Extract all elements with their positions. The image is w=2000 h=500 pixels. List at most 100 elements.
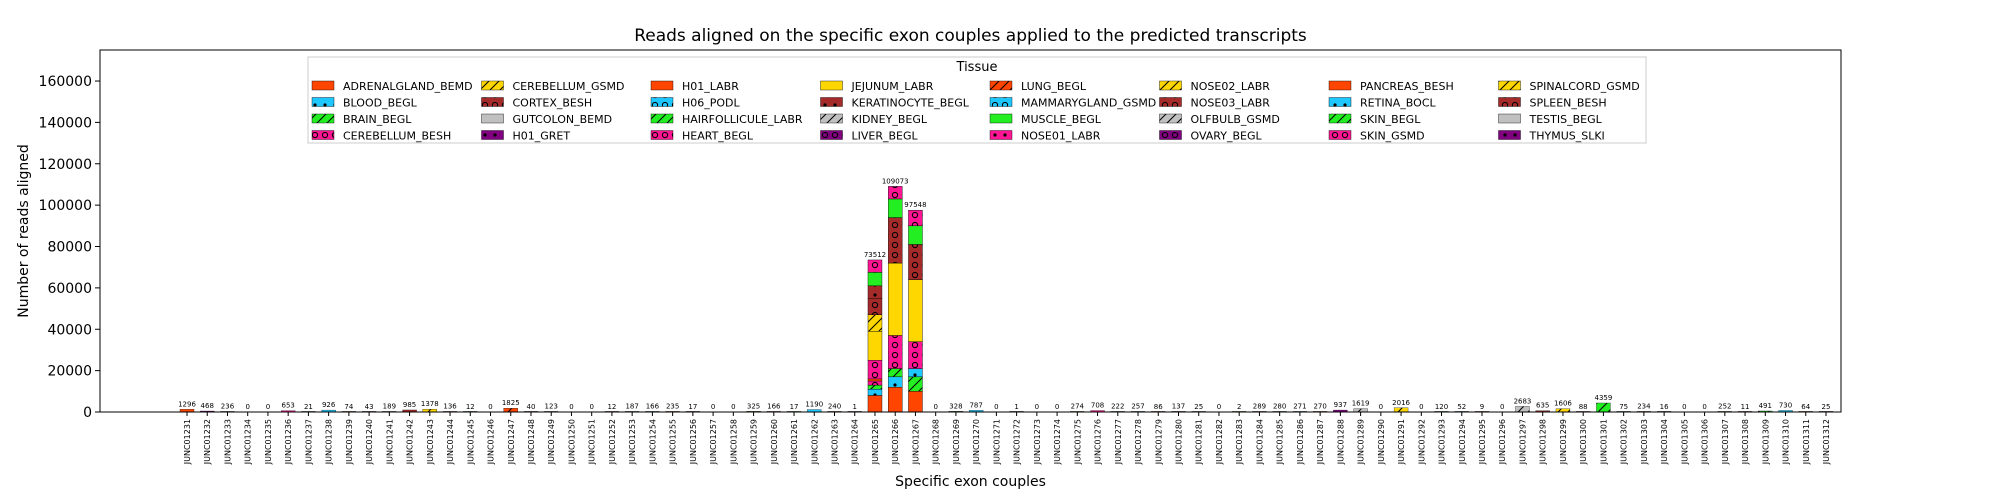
x-tick-label: JUNC01255 <box>669 419 678 465</box>
x-tick-label: JUNC01237 <box>304 419 313 465</box>
x-tick-label: JUNC01240 <box>365 419 374 465</box>
bar-total-label: 787 <box>969 401 982 409</box>
bar-total-label: 236 <box>221 403 235 411</box>
x-axis: JUNC01231 JUNC01232 JUNC01233 JUNC01234 JUNC… <box>183 412 1831 465</box>
legend-swatch <box>1328 97 1352 107</box>
legend-swatch <box>650 80 674 91</box>
x-tick-label: JUNC01232 <box>203 419 212 465</box>
x-tick-label: JUNC01277 <box>1114 419 1123 465</box>
x-tick-label: JUNC01246 <box>487 419 496 465</box>
x-tick-label: JUNC01305 <box>1680 419 1689 465</box>
legend-entry-label: PANCREAS_BESH <box>1360 80 1454 93</box>
bar-total-label: 166 <box>767 403 781 411</box>
x-tick-label: JUNC01298 <box>1539 419 1548 465</box>
x-tick-label: JUNC01278 <box>1134 419 1143 465</box>
legend-swatch <box>1159 97 1182 107</box>
bar-segment <box>888 186 903 200</box>
x-tick-label: JUNC01303 <box>1640 419 1649 465</box>
x-tick-label: JUNC01283 <box>1235 419 1244 465</box>
bar-total-label: 136 <box>443 403 457 411</box>
bar-segment <box>867 314 883 332</box>
y-tick-label: 140000 <box>39 115 92 131</box>
bar-total-label: 926 <box>322 401 336 409</box>
bar-total-label: 2016 <box>1392 399 1410 407</box>
bar-total-label: 274 <box>1071 402 1085 410</box>
bar-total-label: 730 <box>1779 401 1792 409</box>
bar-total-label: 0 <box>1055 403 1059 411</box>
x-tick-label: JUNC01236 <box>284 419 293 465</box>
bar-segment <box>867 395 883 413</box>
legend-swatch <box>1328 80 1352 91</box>
legend-entry-label: OLFBULB_GSMD <box>1191 113 1280 126</box>
bar-total-label: 0 <box>1217 403 1221 411</box>
bar <box>1596 402 1611 413</box>
x-tick-label: JUNC01242 <box>406 419 415 465</box>
legend-entry-label: HEART_BEGL <box>682 130 754 143</box>
x-tick-label: JUNC01259 <box>750 419 759 465</box>
bar-segment <box>888 368 903 378</box>
bar-total-label: 491 <box>1759 402 1772 410</box>
legend-swatch <box>1159 130 1182 140</box>
legend-box <box>307 56 1647 144</box>
bar-total-label: 73512 <box>864 251 886 259</box>
legend-swatch <box>311 97 335 107</box>
legend-entry-label: NOSE03_LABR <box>1191 97 1271 110</box>
bar-total-label: 74 <box>344 403 353 411</box>
x-tick-label: JUNC01275 <box>1073 419 1082 465</box>
legend-swatch <box>989 97 1013 107</box>
x-tick-label: JUNC01266 <box>891 419 900 465</box>
x-tick-label: JUNC01295 <box>1478 419 1487 465</box>
legend-entry-label: SPINALCORD_GSMD <box>1530 80 1640 93</box>
bar-total-label: 289 <box>1253 402 1266 410</box>
bar-segment <box>888 198 903 218</box>
legend-entry-label: MAMMARYGLAND_GSMD <box>1021 97 1156 110</box>
x-tick-label: JUNC01262 <box>810 419 819 465</box>
bar-total-label: 708 <box>1091 402 1104 410</box>
legend-swatch <box>1328 130 1352 140</box>
bar-total-label: 43 <box>365 403 374 411</box>
legend-entry-label: CORTEX_BESH <box>513 97 593 110</box>
plot-frame <box>99 49 1842 413</box>
legend-entry-label: OVARY_BEGL <box>1191 130 1263 143</box>
bar-segment <box>867 380 883 386</box>
x-tick-label: JUNC01254 <box>648 419 657 465</box>
legend-entry-label: NOSE01_LABR <box>1021 130 1101 143</box>
x-tick-label: JUNC01247 <box>507 419 516 465</box>
x-tick-label: JUNC01300 <box>1579 419 1588 465</box>
bar-total-label: 0 <box>1702 403 1706 411</box>
legend-entry-label: LUNG_BEGL <box>1021 80 1087 93</box>
x-tick-label: JUNC01238 <box>325 419 334 465</box>
legend-swatch <box>311 130 335 140</box>
bar-total-label: 2 <box>1237 403 1241 411</box>
legend-entry-label: KERATINOCYTE_BEGL <box>852 97 970 110</box>
bar-segment <box>908 376 923 392</box>
legend-entry-label: CEREBELLUM_BESH <box>343 130 451 143</box>
x-tick-label: JUNC01276 <box>1094 419 1103 465</box>
legend-swatch <box>481 130 504 140</box>
legend-swatch <box>1498 97 1521 107</box>
y-axis: 0 20000 40000 60000 80000 100000 120000 140000 1… <box>39 74 100 421</box>
x-tick-label: JUNC01271 <box>992 419 1001 465</box>
x-tick-label: JUNC01294 <box>1458 419 1467 465</box>
bar-total-label: 166 <box>646 403 660 411</box>
y-tick-label: 100000 <box>39 198 92 214</box>
x-tick-label: JUNC01261 <box>790 419 799 465</box>
x-tick-label: JUNC01245 <box>466 419 475 465</box>
legend-entry-label: NOSE02_LABR <box>1191 80 1271 93</box>
bar-total-label: 1606 <box>1554 400 1572 408</box>
legend-swatch <box>820 80 843 91</box>
legend-entry-label: THYMUS_SLKI <box>1529 130 1605 143</box>
bar-total-label: 64 <box>1801 403 1810 411</box>
legend-entry-label: H06_PODL <box>682 97 741 110</box>
x-axis-label: Specific exon couples <box>895 474 1046 490</box>
x-tick-label: JUNC01269 <box>952 419 961 465</box>
x-tick-label: JUNC01296 <box>1498 419 1507 465</box>
bar-segment <box>867 259 883 273</box>
bar-total-label: 88 <box>1579 403 1588 411</box>
legend-swatch <box>650 130 674 140</box>
bar-segment <box>867 360 883 380</box>
legend-swatch <box>481 80 504 91</box>
x-tick-label: JUNC01234 <box>244 419 253 465</box>
x-tick-label: JUNC01292 <box>1417 419 1426 465</box>
legend-entry-label: SPLEEN_BESH <box>1530 97 1607 110</box>
